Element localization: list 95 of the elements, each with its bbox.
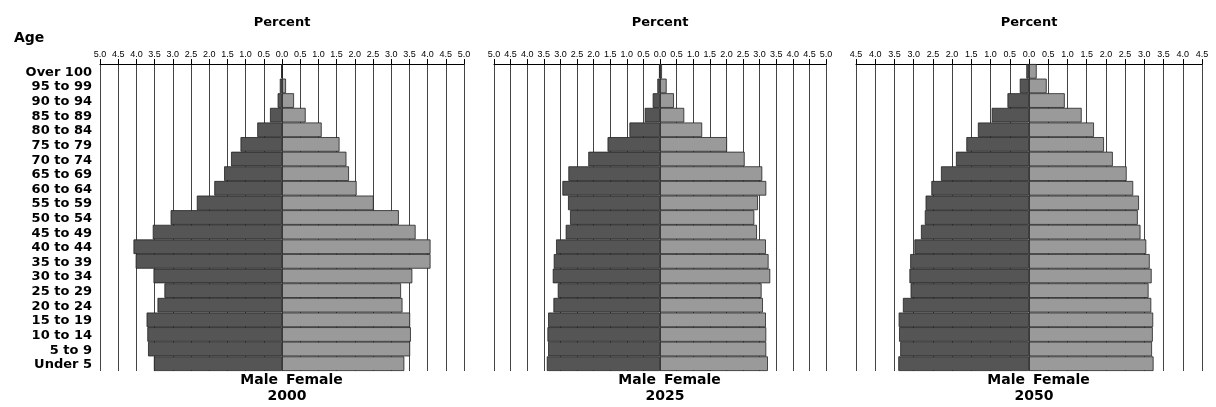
series-label: Female: [1033, 371, 1090, 387]
y-tick-label: 60 to 64: [31, 180, 92, 196]
y-tick-label: 30 to 34: [31, 268, 92, 284]
y-tick-label: 40 to 44: [31, 239, 92, 255]
x-tick-label: 0.5: [257, 48, 271, 59]
x-tick-label: 4.0: [1176, 48, 1190, 59]
x-tick-label: 4.5: [111, 48, 125, 59]
x-tick-label: 3.5: [537, 48, 551, 59]
x-tick-label: 0.5: [637, 48, 650, 59]
y-tick-label: 70 to 74: [31, 151, 92, 167]
x-tick-label: 3.0: [753, 48, 766, 59]
x-tick-label: 3.5: [769, 48, 783, 59]
x-axis-title: Percent: [1000, 14, 1058, 29]
x-tick-label: 4.0: [786, 48, 800, 59]
series-label: Male: [240, 371, 279, 387]
x-tick-label: 4.0: [868, 48, 882, 59]
x-tick-label: 2.0: [720, 48, 733, 59]
text: 2025: [645, 387, 685, 403]
y-axis-title: Age: [14, 29, 45, 45]
x-tick-label: 0.0: [653, 48, 667, 59]
y-tick-label: 5 to 9: [49, 341, 92, 357]
x-tick-label: 4.0: [130, 48, 143, 59]
x-tick-label: 1.0: [239, 48, 252, 59]
x-tick-label: 3.5: [1157, 48, 1170, 59]
x-tick-label: 4.5: [1195, 48, 1209, 59]
y-tick-label: 85 to 89: [31, 107, 92, 123]
x-tick-label: 1.5: [703, 48, 717, 59]
x-tick-label: 2.0: [202, 48, 216, 59]
y-tick-label: 90 to 94: [31, 93, 92, 109]
x-tick-label: 3.0: [384, 48, 398, 59]
series-label: Female: [286, 371, 343, 387]
y-tick-label: 25 to 29: [31, 283, 92, 299]
y-tick-label: Under 5: [34, 356, 92, 372]
x-tick-label: 0.0: [1022, 48, 1036, 59]
y-tick-label: 95 to 99: [31, 78, 92, 94]
x-tick-label: 2.0: [587, 48, 600, 59]
y-tick-label: 50 to 54: [31, 210, 92, 225]
x-tick-label: 0.5: [1041, 48, 1055, 59]
x-tick-label: 1.0: [620, 48, 634, 59]
x-tick-label: 0.0: [275, 48, 289, 59]
x-tick-label: 2.5: [1118, 48, 1132, 59]
x-tick-label: 5.0: [819, 48, 833, 59]
series-label: Male: [987, 371, 1026, 387]
x-tick-label: 4.5: [803, 48, 816, 59]
x-tick-label: 1.5: [603, 48, 617, 59]
x-tick-label: 2.5: [926, 48, 940, 59]
x-tick-label: 0.5: [1003, 48, 1017, 59]
series-label: Female: [664, 371, 721, 387]
x-tick-label: 2.5: [366, 48, 380, 59]
x-axis-title: Percent: [631, 14, 689, 29]
y-tick-label: 80 to 84: [31, 122, 92, 138]
text: 2050: [1014, 387, 1054, 403]
x-tick-label: 1.0: [686, 48, 700, 59]
x-tick-label: 2.5: [570, 48, 584, 59]
series-label: Male: [618, 371, 657, 387]
x-tick-label: 1.5: [965, 48, 978, 59]
x-tick-label: 0.5: [670, 48, 683, 59]
y-tick-label: Over 100: [25, 63, 92, 79]
x-tick-label: 2.0: [348, 48, 362, 59]
x-tick-label: 1.0: [1061, 48, 1074, 59]
x-tick-label: 3.0: [1138, 48, 1151, 59]
x-tick-label: 4.0: [520, 48, 534, 59]
y-tick-label: 75 to 79: [31, 136, 92, 152]
x-tick-label: 1.5: [330, 48, 343, 59]
text: 2000: [267, 387, 307, 403]
x-axis-title: Percent: [253, 14, 311, 29]
x-tick-label: 0.5: [293, 48, 307, 59]
y-tick-label: 20 to 24: [31, 297, 92, 313]
x-tick-label: 1.0: [984, 48, 997, 59]
x-tick-label: 4.5: [849, 48, 863, 59]
x-tick-label: 3.0: [166, 48, 180, 59]
x-tick-label: 4.0: [421, 48, 434, 59]
x-tick-label: 4.5: [504, 48, 517, 59]
x-tick-label: 3.0: [907, 48, 920, 59]
x-tick-label: 1.0: [312, 48, 325, 59]
y-tick-label: 45 to 49: [31, 224, 92, 240]
x-tick-label: 2.0: [1099, 48, 1113, 59]
y-tick-label: 55 to 59: [31, 195, 92, 211]
x-tick-label: 2.5: [184, 48, 198, 59]
x-tick-label: 1.5: [1080, 48, 1093, 59]
x-tick-label: 3.5: [403, 48, 416, 59]
x-tick-label: 4.5: [439, 48, 453, 59]
x-tick-label: 3.0: [554, 48, 567, 59]
y-tick-label: 15 to 19: [31, 312, 92, 328]
x-tick-label: 1.5: [221, 48, 234, 59]
y-tick-label: 10 to 14: [31, 326, 92, 342]
x-tick-label: 5.0: [487, 48, 501, 59]
x-tick-label: 3.5: [888, 48, 901, 59]
x-tick-label: 3.5: [148, 48, 161, 59]
x-tick-label: 5.0: [457, 48, 471, 59]
x-tick-label: 2.0: [945, 48, 959, 59]
y-tick-label: 35 to 39: [31, 253, 92, 269]
x-tick-label: 5.0: [93, 48, 107, 59]
y-tick-label: 65 to 69: [31, 166, 92, 182]
x-tick-label: 2.5: [736, 48, 750, 59]
